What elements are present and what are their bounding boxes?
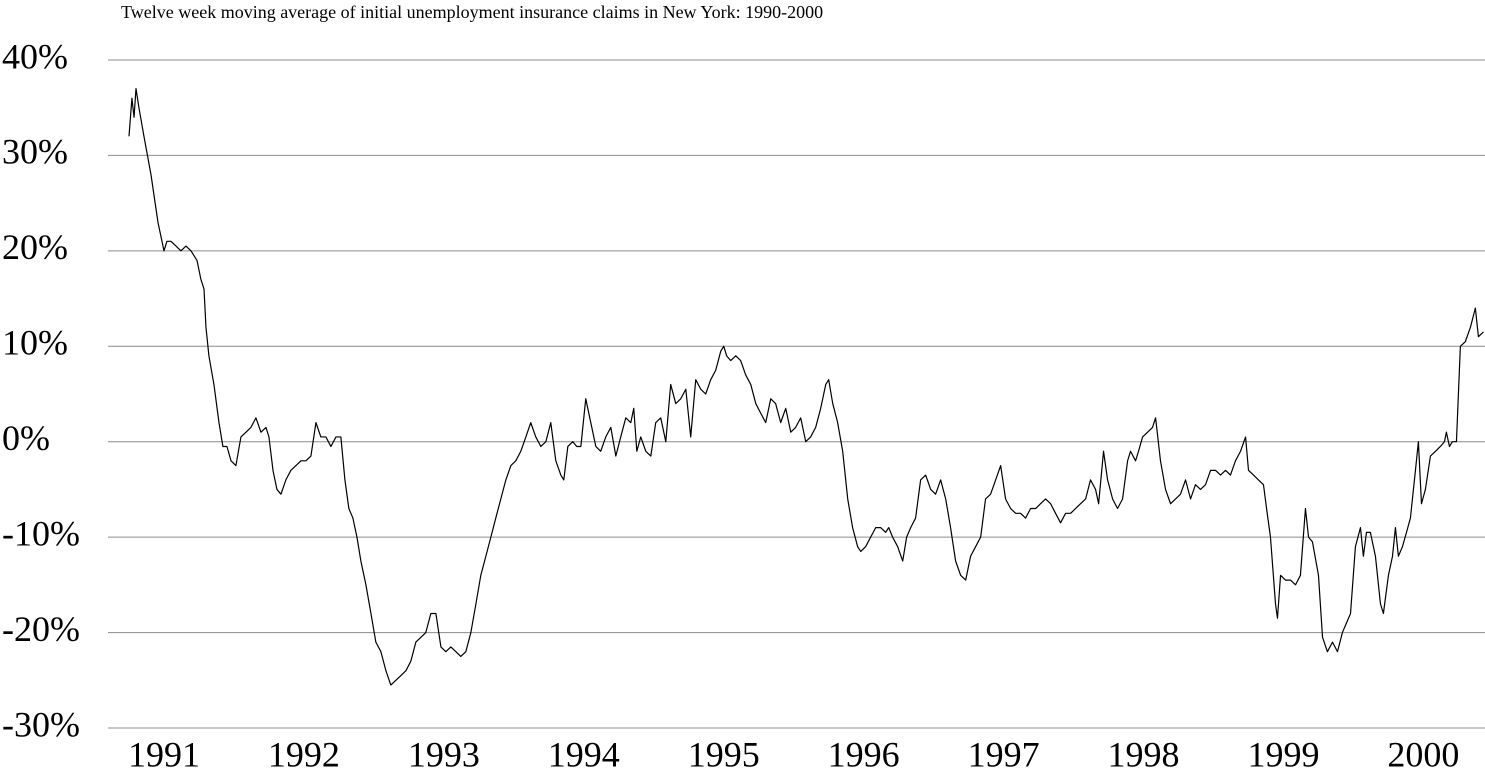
x-tick-label: 1993 [408,734,480,774]
x-tick-label: 1997 [968,734,1040,774]
y-tick-label: 20% [2,227,68,267]
x-tick-label: 1995 [688,734,760,774]
y-tick-label: 10% [2,323,68,363]
y-tick-label: -10% [2,513,80,553]
chart-title: Twelve week moving average of initial un… [121,2,823,22]
y-tick-label: 30% [2,132,68,172]
y-tick-label: -20% [2,609,80,649]
x-tick-label: 1991 [128,734,200,774]
x-tick-label: 1999 [1247,734,1319,774]
x-tick-label: 1992 [268,734,340,774]
y-tick-label: 40% [2,36,68,76]
x-tick-label: 1994 [548,734,620,774]
x-tick-label: 2000 [1387,734,1459,774]
x-tick-label: 1998 [1108,734,1180,774]
x-tick-label: 1996 [828,734,900,774]
y-tick-label: -30% [2,704,80,744]
data-line [128,88,1484,686]
y-tick-label: 0% [2,418,50,458]
